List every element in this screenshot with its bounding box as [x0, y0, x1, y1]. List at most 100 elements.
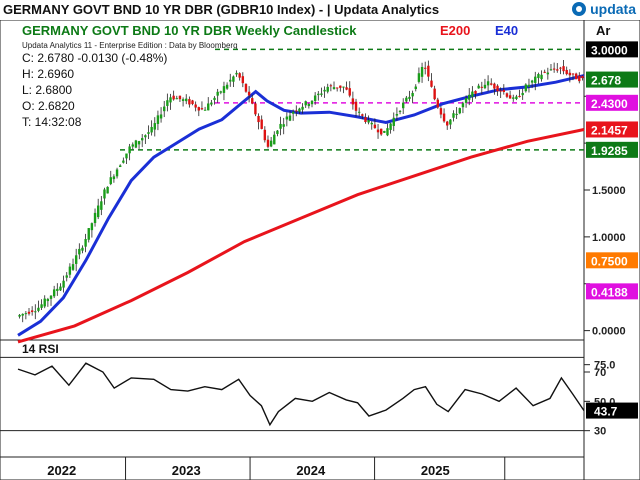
candle-body — [565, 69, 568, 75]
candle-body — [549, 69, 553, 71]
candle-body — [354, 101, 358, 111]
candle-body — [442, 113, 446, 122]
level-tag-2.4300: 2.4300 — [591, 97, 628, 111]
candle-body — [493, 83, 496, 89]
candle-body — [339, 85, 342, 88]
level-tag-3.0000-bg — [586, 41, 638, 58]
candle-body — [159, 114, 163, 119]
candle-body — [483, 84, 487, 89]
candle-body — [317, 93, 320, 96]
candle-body — [326, 86, 329, 92]
window-titlebar: GERMANY GOVT BND 10 YR DBR (GDBR10 Index… — [0, 0, 640, 21]
rsi-current-tag: 43.7 — [594, 405, 618, 419]
candle-body — [90, 223, 94, 231]
candle-body — [254, 103, 257, 115]
candle-body — [348, 88, 351, 96]
candle-body — [480, 86, 484, 88]
candle-body — [222, 86, 226, 93]
candle-body — [559, 67, 562, 69]
candle-body — [191, 100, 194, 105]
candle-body — [524, 84, 528, 92]
ohlc-readout-h: H: 2.6960 — [22, 67, 74, 81]
value-tag-2.678: 2.678 — [591, 74, 621, 88]
candle-body — [405, 97, 408, 102]
candle-body — [401, 102, 405, 109]
candle-body — [389, 123, 392, 130]
candle-body — [46, 299, 50, 302]
candle-body — [213, 97, 216, 100]
window-title: GERMANY GOVT BND 10 YR DBR (GDBR10 Index… — [3, 2, 439, 17]
candle-body — [207, 103, 210, 111]
candle-body — [518, 95, 521, 98]
candle-body — [345, 87, 348, 90]
candle-body — [574, 73, 578, 80]
candle-body — [128, 146, 131, 154]
candle-body — [417, 73, 421, 82]
candle-body — [96, 205, 100, 218]
candle-body — [373, 124, 377, 129]
candle-body — [351, 98, 355, 105]
candle-body — [125, 153, 128, 159]
candle-body — [499, 90, 502, 92]
candle-body — [169, 97, 172, 103]
candle-body — [490, 83, 493, 85]
candle-body — [474, 90, 477, 94]
candle-body — [43, 298, 46, 307]
candle-body — [247, 91, 251, 96]
candle-body — [175, 98, 178, 100]
rsi-tick-label: 70 — [594, 367, 606, 379]
candle-body — [163, 106, 166, 112]
candle-body — [200, 108, 204, 110]
candle-body — [68, 266, 72, 275]
candle-body — [52, 289, 56, 297]
candle-body — [203, 109, 207, 111]
rsi-plot-frame — [0, 339, 585, 458]
candle-body — [364, 117, 367, 122]
candle-body — [335, 87, 339, 89]
candle-body — [122, 160, 125, 163]
candle-body — [263, 129, 267, 141]
candle-body — [40, 304, 43, 308]
candle-body — [225, 84, 229, 89]
value-tag-0.4188-bg — [586, 283, 638, 300]
e40-line — [17, 74, 585, 337]
candle-body — [320, 93, 323, 95]
candle-body — [310, 100, 314, 105]
candle-body — [238, 73, 241, 78]
candle-body — [81, 247, 84, 251]
candle-body — [540, 74, 543, 80]
ohlc-readout-o: O: 2.6820 — [22, 99, 75, 113]
candle-body — [131, 144, 134, 147]
value-tag-2.1457: 2.1457 — [591, 123, 628, 137]
candle-body — [562, 66, 565, 72]
candle-body — [424, 67, 427, 69]
candle-body — [556, 69, 559, 71]
main-plot-frame — [0, 20, 585, 341]
x-axis-panel — [0, 456, 585, 480]
ohlc-readout-t: T: 14:32:08 — [22, 115, 82, 129]
candle-body — [357, 111, 361, 113]
value-tag-0.4188: 0.4188 — [591, 285, 628, 299]
candle-body — [197, 107, 201, 111]
rsi-tick-label: 30 — [594, 426, 606, 438]
candle-body — [502, 89, 506, 92]
candle-body — [543, 71, 546, 73]
candle-body — [93, 212, 97, 224]
candle-body — [461, 103, 465, 108]
value-tag-2.678-bg — [586, 71, 638, 88]
level-tag-2.4300-bg — [586, 94, 638, 111]
candle-body — [383, 130, 386, 133]
candle-body — [150, 126, 153, 133]
candle-body — [100, 201, 103, 210]
candle-body — [530, 80, 534, 83]
ohlc-readout-l: L: 2.6800 — [22, 83, 72, 97]
candle-body — [581, 75, 584, 79]
candle-body — [332, 87, 336, 90]
candlestick-chart[interactable]: Ar GERMANY GOVT BND 10 YR DBR Weekly Cand… — [0, 20, 640, 480]
candle-body — [291, 111, 295, 114]
candle-body — [433, 88, 436, 100]
value-tag-2.1457-bg — [586, 121, 638, 138]
updata-logo-icon — [572, 2, 587, 16]
e200-line — [17, 128, 585, 344]
level-tag-1.9285-bg — [586, 141, 638, 158]
